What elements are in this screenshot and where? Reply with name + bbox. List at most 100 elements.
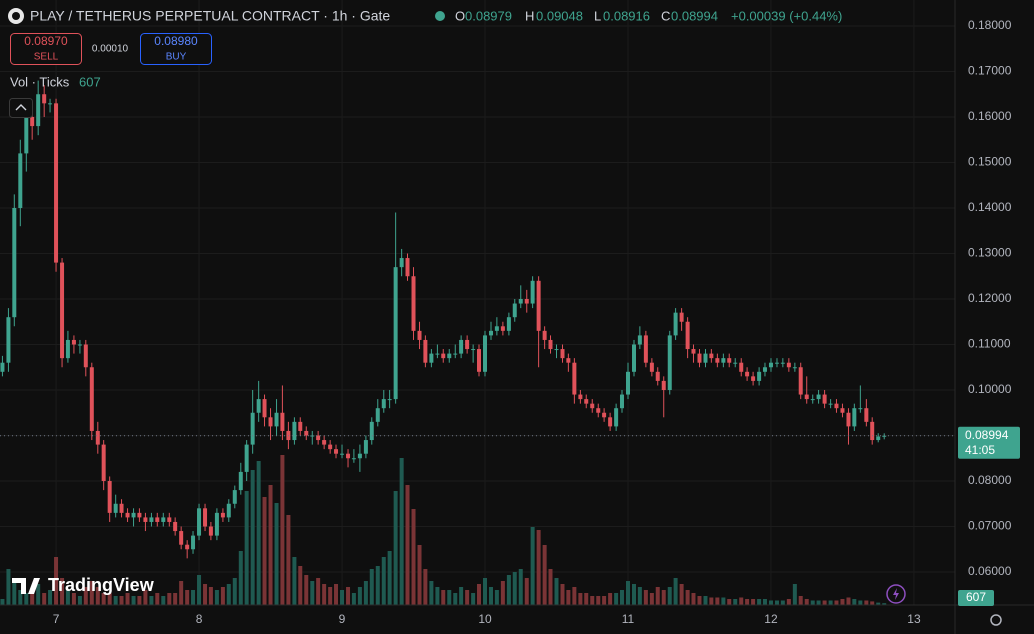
candle-body bbox=[214, 512, 219, 536]
candle-body bbox=[375, 408, 380, 422]
candle-body bbox=[876, 436, 881, 441]
volume-bar bbox=[77, 596, 82, 605]
volume-bar bbox=[375, 566, 380, 605]
volume-bar bbox=[483, 578, 488, 605]
volume-bar bbox=[578, 593, 583, 605]
candle-body bbox=[596, 408, 601, 413]
ohlc-value: 0.08994 bbox=[671, 8, 718, 23]
candle-body bbox=[631, 344, 636, 372]
candle-body bbox=[125, 512, 130, 518]
lightning-button[interactable] bbox=[886, 584, 906, 604]
candle-body bbox=[30, 116, 35, 127]
volume-bar bbox=[852, 599, 857, 605]
candle-body bbox=[518, 298, 523, 304]
volume-bar bbox=[768, 600, 773, 605]
volume-bar bbox=[751, 599, 756, 605]
volume-bar bbox=[715, 597, 720, 605]
candle-body bbox=[667, 335, 672, 391]
candle-body bbox=[709, 353, 714, 359]
buy-button[interactable] bbox=[140, 33, 212, 65]
volume-bar bbox=[619, 590, 624, 605]
volume-bar bbox=[876, 602, 881, 605]
volume-bar bbox=[357, 587, 362, 605]
candle-body bbox=[119, 503, 124, 513]
candle-body bbox=[703, 353, 708, 363]
last-price-label: 0.08994 bbox=[965, 428, 1009, 442]
candle-body bbox=[542, 330, 547, 340]
volume-bar bbox=[810, 600, 815, 605]
candle-body bbox=[536, 280, 541, 331]
volume-bar bbox=[143, 590, 148, 605]
candle-body bbox=[381, 399, 386, 409]
volume-bar bbox=[882, 603, 887, 605]
candle-body bbox=[12, 207, 17, 318]
candle-body bbox=[340, 453, 345, 455]
volume-bar bbox=[721, 597, 726, 605]
candle-body bbox=[798, 367, 803, 395]
volume-bar bbox=[757, 599, 762, 605]
candle-body bbox=[173, 521, 178, 532]
volume-bar bbox=[542, 545, 547, 605]
volume-bar bbox=[727, 599, 732, 605]
sell-button[interactable] bbox=[10, 33, 82, 65]
settings-button[interactable] bbox=[990, 614, 1002, 626]
volume-bar bbox=[54, 557, 59, 605]
candle-body bbox=[179, 531, 184, 545]
volume-bar bbox=[274, 503, 279, 605]
x-tick-label: 10 bbox=[478, 612, 492, 626]
volume-bar bbox=[179, 581, 184, 605]
candle-body bbox=[203, 508, 208, 527]
volume-bar bbox=[631, 584, 636, 605]
x-tick-label: 8 bbox=[196, 612, 203, 626]
volume-bar bbox=[220, 587, 225, 605]
volume-bar bbox=[244, 491, 249, 605]
candle-body bbox=[733, 362, 738, 364]
volume-bar bbox=[12, 581, 17, 605]
y-tick-label: 0.06000 bbox=[968, 564, 1012, 578]
volume-bar bbox=[494, 590, 499, 605]
candle-body bbox=[548, 339, 553, 350]
volume-bar bbox=[500, 581, 505, 605]
candle-body bbox=[852, 408, 857, 427]
volume-bar bbox=[417, 545, 422, 605]
volume-bar bbox=[191, 590, 196, 605]
candle-body bbox=[208, 526, 213, 536]
volume-bar bbox=[250, 470, 255, 605]
candle-body bbox=[435, 353, 440, 355]
candle-body bbox=[0, 362, 5, 372]
volume-label: 607 bbox=[966, 590, 986, 604]
candle-body bbox=[232, 490, 237, 504]
volume-bar bbox=[36, 584, 41, 605]
ohlc-key: L bbox=[594, 8, 601, 23]
candle-body bbox=[256, 399, 261, 413]
ohlc-key: H bbox=[525, 8, 534, 23]
candle-body bbox=[220, 512, 225, 518]
candle-body bbox=[191, 535, 196, 550]
volume-bar bbox=[637, 587, 642, 605]
logo-icon bbox=[12, 578, 40, 594]
candle-body bbox=[780, 362, 785, 364]
candle-body bbox=[280, 412, 285, 431]
volume-bar bbox=[316, 578, 321, 605]
candle-body bbox=[554, 349, 559, 351]
indicator-name[interactable]: Vol · Ticks bbox=[10, 74, 70, 89]
volume-bar bbox=[322, 584, 327, 605]
volume-bar bbox=[411, 509, 416, 605]
candle-body bbox=[149, 517, 154, 522]
volume-bar bbox=[870, 601, 875, 605]
volume-bar bbox=[798, 596, 803, 605]
sell-label: SELL bbox=[34, 52, 59, 63]
candle-body bbox=[846, 412, 851, 427]
collapse-button[interactable] bbox=[9, 98, 33, 118]
candle-body bbox=[637, 335, 642, 345]
candle-body bbox=[477, 349, 482, 372]
candle-body bbox=[816, 394, 821, 400]
volume-bar bbox=[346, 587, 351, 605]
buy-price: 0.08980 bbox=[154, 34, 198, 48]
volume-bar bbox=[745, 599, 750, 605]
candle-body bbox=[24, 116, 29, 154]
last-price-box bbox=[958, 426, 1020, 459]
volume-bar bbox=[608, 593, 613, 605]
volume-bar bbox=[208, 587, 213, 605]
candle-body bbox=[643, 335, 648, 363]
